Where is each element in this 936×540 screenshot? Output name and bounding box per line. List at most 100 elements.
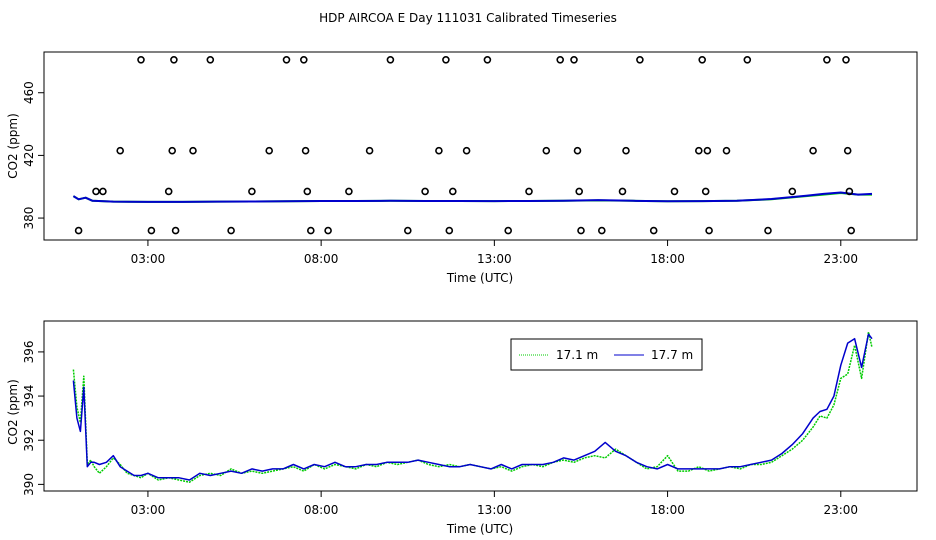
scatter-point [694,146,703,155]
scatter-point [386,55,395,64]
scatter-point [701,187,710,196]
scatter-point [306,226,315,235]
scatter-point [705,226,713,235]
scatter-point [847,226,856,235]
scatter-point [670,187,679,196]
scatter-point [147,226,156,235]
scatter-point [206,55,215,64]
scatter-point [636,55,644,64]
scatter-point [74,226,83,235]
scatter-point [303,187,312,196]
top-x-tick-label: 08:00 [304,252,339,266]
bottom-x-tick-label: 23:00 [823,503,858,517]
top-x-axis-label: Time (UTC) [446,271,513,285]
scatter-point [573,146,582,155]
scatter-point [324,226,332,235]
bottom-y-tick-label: 392 [22,429,36,452]
top-x-tick-label: 03:00 [131,252,166,266]
scatter-point [556,55,565,64]
scatter-point [299,55,308,64]
scatter-point [365,146,374,155]
bottom-panel: 03:00 08:00 13:00 18:00 23:00 390 392 394 396 T… [6,320,918,536]
scatter-point [435,146,443,155]
scatter-point [99,187,107,196]
scatter-point [116,146,124,155]
scatter-point [445,226,454,235]
top-y-tick-label: 420 [22,144,36,167]
scatter-point [282,55,291,64]
bottom-x-tick-label: 03:00 [131,503,166,517]
bottom-series-line-0 [72,331,873,483]
scatter-point [525,187,533,196]
bottom-series-line-1 [72,333,873,481]
scatter-point [227,226,235,235]
scatter-point [788,187,797,196]
top-plot-frame [43,51,918,241]
scatter-point [809,146,817,155]
scatter-point [743,55,752,64]
scatter-point [703,146,712,155]
scatter-point [462,146,471,155]
scatter-point [842,55,850,64]
scatter-point [170,55,178,64]
scatter-point [301,146,310,155]
scatter-point [622,146,630,155]
top-x-axis: 03:00 08:00 13:00 18:00 23:00 [131,240,858,266]
bottom-x-tick-label: 18:00 [650,503,685,517]
top-x-tick-label: 23:00 [823,252,858,266]
scatter-point [403,226,412,235]
bottom-plot-frame [43,320,918,492]
bottom-y-axis-label: CO2 (ppm) [6,379,20,445]
scatter-point [504,226,513,235]
top-series-line-1 [72,191,873,203]
top-x-tick-label: 18:00 [650,252,685,266]
scatter-point [171,226,180,235]
scatter-point [345,187,353,196]
scatter-point [265,146,274,155]
scatter-point [542,146,551,155]
scatter-point [570,55,578,64]
legend: 17.1 m 17.7 m [510,338,703,371]
scatter-point [823,55,831,64]
scatter-point [845,187,854,196]
scatter-point [618,187,627,196]
scatter-point [92,187,100,196]
scatter-point [597,226,606,235]
bottom-y-tick-label: 390 [22,473,36,496]
bottom-x-axis: 03:00 08:00 13:00 18:00 23:00 [131,491,858,517]
scatter-point [764,226,772,235]
scatter-point [189,146,197,155]
scatter-point [649,226,658,235]
top-y-axis-label: CO2 (ppm) [6,113,20,179]
legend-label-17-7m: 17.7 m [651,348,693,362]
scatter-point [483,55,492,64]
top-y-tick-label: 380 [22,207,36,230]
scatter-point [442,55,450,64]
scatter-point [137,55,145,64]
scatter-point [722,146,731,155]
bottom-series-lines [72,331,873,483]
bottom-y-tick-label: 396 [22,340,36,363]
scatter-point [164,187,173,196]
bottom-y-tick-label: 394 [22,385,36,408]
scatter-point [421,187,429,196]
bottom-y-axis: 390 392 394 396 [22,340,44,496]
scatter-point [448,187,457,196]
scatter-point [248,187,256,196]
legend-label-17-1m: 17.1 m [556,348,598,362]
bottom-x-tick-label: 08:00 [304,503,339,517]
scatter-point [577,226,585,235]
figure-title: HDP AIRCOA E Day 111031 Calibrated Times… [319,11,617,25]
scatter-point [843,146,852,155]
scatter-point [168,146,176,155]
bottom-x-tick-label: 13:00 [477,503,512,517]
bottom-x-axis-label: Time (UTC) [446,522,513,536]
top-x-tick-label: 13:00 [477,252,512,266]
top-panel: 03:00 08:00 13:00 18:00 23:00 380 420 460 Time… [6,51,918,285]
scatter-point [575,187,584,196]
top-series-lines [72,191,873,203]
top-y-axis: 380 420 460 [22,81,44,230]
top-scatter-points [74,55,856,235]
scatter-point [698,55,707,64]
